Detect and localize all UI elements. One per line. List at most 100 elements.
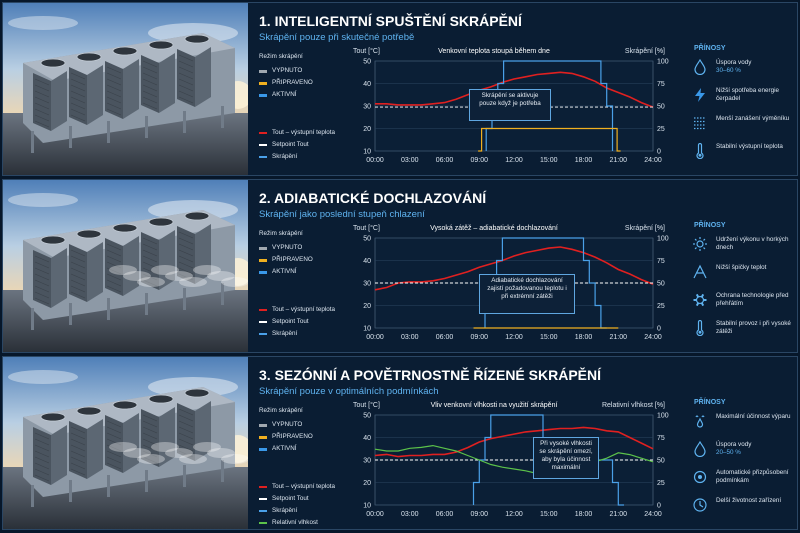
x-tick: 24:00 <box>644 157 662 164</box>
y-tick-right: 50 <box>657 104 665 111</box>
benefit-label: Ochrana technologie před přehřátím <box>716 292 789 307</box>
legend-swatch <box>259 510 267 512</box>
legend-mode-label: VYPNUTO <box>272 244 303 251</box>
y-tick-right: 75 <box>657 258 665 265</box>
legend-swatch <box>259 309 267 311</box>
legend-swatch <box>259 522 267 524</box>
panel-3: 3. SEZÓNNÍ A POVĚTRNOSTNĚ ŘÍZENÉ SKRÁPĚN… <box>2 356 798 530</box>
chart: Venkovní teplota stoupá během dne Tout [°… <box>353 47 669 164</box>
legend-line-label: Tout – výstupní teplota <box>272 129 336 136</box>
benefit-label: Stabilní výstupní teplota <box>716 143 783 150</box>
legend-header: Režim skrápění <box>259 53 303 60</box>
x-tick: 18:00 <box>575 157 593 164</box>
legend-mode-label: VYPNUTO <box>272 421 303 428</box>
chart-annotation: Adiabatické dochlazování zajistí požadov… <box>479 274 575 314</box>
series-line-3 <box>478 127 621 152</box>
y-axis-right-title: Skrápění [%] <box>625 48 665 55</box>
chart-annotation: Při vysoké vlhkosti se skrápění omezí, a… <box>533 437 599 479</box>
y-tick-right: 0 <box>657 503 661 510</box>
benefit-item: Udržení výkonu v horkých dnech <box>692 236 796 264</box>
thermometer-icon <box>692 142 708 160</box>
benefit-item: Stabilní výstupní teplota <box>692 142 796 171</box>
series-line-2 <box>485 60 614 151</box>
water-drop-icon <box>692 440 708 458</box>
x-tick: 00:00 <box>366 157 384 164</box>
legend-line-label: Skrápění <box>272 153 298 160</box>
x-tick: 21:00 <box>609 157 627 164</box>
chart-title: Vysoká zátěž – adiabatické dochlazování <box>430 225 558 232</box>
legend-swatch <box>259 156 267 158</box>
y-tick-right: 75 <box>657 81 665 88</box>
photo-container <box>3 357 252 529</box>
y-tick-left: 10 <box>363 326 371 333</box>
x-tick: 24:00 <box>644 334 662 341</box>
y-axis-right-title: Skrápění [%] <box>625 225 665 232</box>
benefit-label: Úspora vody <box>716 441 752 448</box>
benefit-item: Menší zanášení výměníku <box>692 115 796 143</box>
panel-2: 2. ADIABATICKÉ DOCHLAZOVÁNÍ Skrápění jako… <box>2 179 798 353</box>
panel-title: 2. ADIABATICKÉ DOCHLAZOVÁNÍ <box>259 190 487 206</box>
legend-line-label: Skrápění <box>272 507 298 514</box>
legend-line-label: Tout – výstupní teplota <box>272 483 336 490</box>
legend-swatch <box>259 321 267 323</box>
x-tick: 12:00 <box>505 511 523 518</box>
benefit-text: Nižší špičky teplot <box>716 264 794 272</box>
x-tick: 12:00 <box>505 157 523 164</box>
legend-mode-label: PŘIPRAVENO <box>272 79 313 86</box>
y-tick-right: 75 <box>657 435 665 442</box>
y-tick-left: 30 <box>363 458 371 465</box>
lightning-icon <box>692 87 708 103</box>
legend-mode-label: AKTIVNÍ <box>272 445 297 452</box>
peak-icon <box>692 264 708 280</box>
legend-swatch <box>259 144 267 146</box>
legend-swatch <box>259 424 267 427</box>
evaporation-icon <box>692 413 708 429</box>
benefits-box: PŘÍNOSY Maximální účinnost výparu Úspora v… <box>688 399 796 527</box>
y-tick-left: 40 <box>363 258 371 265</box>
y-tick-left: 40 <box>363 435 371 442</box>
benefit-item: Stabilní provoz i při vysoké zátěži <box>692 319 796 348</box>
legend-line-label: Setpoint Tout <box>272 495 309 502</box>
benefits-header: PŘÍNOSY <box>694 399 726 406</box>
panel-1: 1. INTELIGENTNÍ SPUŠTĚNÍ SKRÁPĚNÍ Skrápěn… <box>2 2 798 176</box>
x-tick: 03:00 <box>401 157 419 164</box>
legend-header: Režim skrápění <box>259 407 303 414</box>
x-tick: 12:00 <box>505 334 523 341</box>
x-tick: 03:00 <box>401 511 419 518</box>
legend-header: Režim skrápění <box>259 230 303 237</box>
y-tick-left: 10 <box>363 503 371 510</box>
benefit-text: Delší životnost zařízení <box>716 497 794 505</box>
benefit-label: Udržení výkonu v horkých dnech <box>716 236 789 251</box>
y-tick-left: 10 <box>363 149 371 156</box>
legend-swatch <box>259 259 267 262</box>
benefit-item: Úspora vody 30–60 % <box>692 58 796 87</box>
y-tick-left: 20 <box>363 126 371 133</box>
x-tick: 21:00 <box>609 334 627 341</box>
x-tick: 03:00 <box>401 334 419 341</box>
benefit-label: Úspora vody <box>716 59 752 66</box>
benefit-text: Udržení výkonu v horkých dnech <box>716 236 794 252</box>
panel-subtitle: Skrápění jako poslední stupeň chlazení <box>259 209 425 220</box>
y-tick-left: 40 <box>363 81 371 88</box>
y-tick-right: 100 <box>657 413 669 420</box>
legend-line-label: Setpoint Tout <box>272 318 309 325</box>
legend: Režim skrápění VYPNUTO PŘIPRAVENO AKTIVNÍ To… <box>259 407 369 526</box>
y-axis-left-title: Tout [°C] <box>353 401 380 409</box>
cooler-photo <box>3 3 252 175</box>
cooler-photo <box>3 357 252 529</box>
benefit-label: Maximální účinnost výparu <box>716 413 791 420</box>
x-tick: 00:00 <box>366 334 384 341</box>
x-tick: 06:00 <box>436 157 454 164</box>
series-line-0 <box>374 426 654 458</box>
benefits-box: PŘÍNOSY Úspora vody 30–60 % Nižší spotřeba … <box>688 45 796 173</box>
benefit-label: Delší životnost zařízení <box>716 497 782 504</box>
sun-icon <box>692 236 708 252</box>
legend-mode-label: AKTIVNÍ <box>272 268 297 275</box>
series-line-2 <box>472 414 624 506</box>
legend-mode-label: VYPNUTO <box>272 67 303 74</box>
benefit-text: Menší zanášení výměníku <box>716 115 794 123</box>
legend-line-label: Setpoint Tout <box>272 141 309 148</box>
x-tick: 24:00 <box>644 511 662 518</box>
benefits-box: PŘÍNOSY Udržení výkonu v horkých dnech Niž… <box>688 222 796 350</box>
benefit-item: Delší životnost zařízení <box>692 497 796 525</box>
